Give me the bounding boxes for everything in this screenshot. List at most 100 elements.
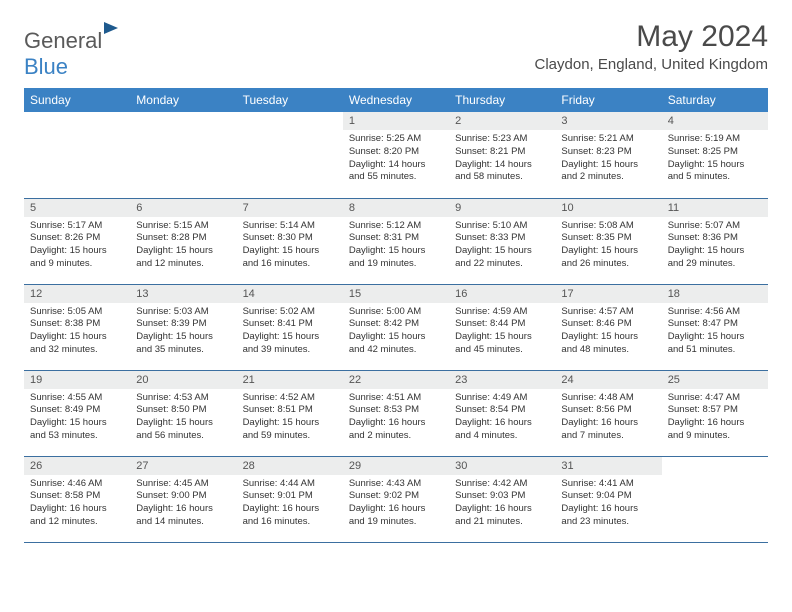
day-number: 19 [24,371,130,389]
day-details: Sunrise: 4:41 AMSunset: 9:04 PMDaylight:… [555,475,661,533]
day-details: Sunrise: 5:15 AMSunset: 8:28 PMDaylight:… [130,217,236,275]
logo-text: General Blue [24,28,118,80]
logo-text-blue: Blue [24,54,68,79]
day-header: Friday [555,88,661,112]
day-details: Sunrise: 4:49 AMSunset: 8:54 PMDaylight:… [449,389,555,447]
day-number: 11 [662,199,768,217]
day-number: 31 [555,457,661,475]
calendar-day-cell: 3Sunrise: 5:21 AMSunset: 8:23 PMDaylight… [555,112,661,198]
day-details: Sunrise: 5:17 AMSunset: 8:26 PMDaylight:… [24,217,130,275]
calendar-day-cell: .. [24,112,130,198]
day-details: Sunrise: 5:19 AMSunset: 8:25 PMDaylight:… [662,130,768,188]
day-details: Sunrise: 4:59 AMSunset: 8:44 PMDaylight:… [449,303,555,361]
day-details: Sunrise: 5:14 AMSunset: 8:30 PMDaylight:… [237,217,343,275]
day-details: Sunrise: 4:45 AMSunset: 9:00 PMDaylight:… [130,475,236,533]
calendar-table: SundayMondayTuesdayWednesdayThursdayFrid… [24,88,768,543]
day-details: Sunrise: 4:47 AMSunset: 8:57 PMDaylight:… [662,389,768,447]
day-details: Sunrise: 5:03 AMSunset: 8:39 PMDaylight:… [130,303,236,361]
calendar-week-row: 5Sunrise: 5:17 AMSunset: 8:26 PMDaylight… [24,198,768,284]
day-number: 30 [449,457,555,475]
day-details: Sunrise: 5:25 AMSunset: 8:20 PMDaylight:… [343,130,449,188]
header: General Blue May 2024 Claydon, England, … [24,20,768,80]
day-number: 8 [343,199,449,217]
day-number: 16 [449,285,555,303]
calendar-body: ......1Sunrise: 5:25 AMSunset: 8:20 PMDa… [24,112,768,542]
logo-text-general: General [24,28,102,53]
calendar-day-cell: 19Sunrise: 4:55 AMSunset: 8:49 PMDayligh… [24,370,130,456]
calendar-day-cell: 1Sunrise: 5:25 AMSunset: 8:20 PMDaylight… [343,112,449,198]
calendar-day-cell: 25Sunrise: 4:47 AMSunset: 8:57 PMDayligh… [662,370,768,456]
day-details: Sunrise: 4:55 AMSunset: 8:49 PMDaylight:… [24,389,130,447]
day-number: 25 [662,371,768,389]
day-number: 2 [449,112,555,130]
logo-sail-icon [104,22,118,34]
day-number: 24 [555,371,661,389]
day-number: 10 [555,199,661,217]
calendar-day-cell: 24Sunrise: 4:48 AMSunset: 8:56 PMDayligh… [555,370,661,456]
day-number: 14 [237,285,343,303]
day-header: Monday [130,88,236,112]
calendar-header-row: SundayMondayTuesdayWednesdayThursdayFrid… [24,88,768,112]
calendar-day-cell: 2Sunrise: 5:23 AMSunset: 8:21 PMDaylight… [449,112,555,198]
day-number: 15 [343,285,449,303]
day-number: 26 [24,457,130,475]
calendar-day-cell: 21Sunrise: 4:52 AMSunset: 8:51 PMDayligh… [237,370,343,456]
calendar-day-cell: .. [237,112,343,198]
calendar-day-cell: 26Sunrise: 4:46 AMSunset: 8:58 PMDayligh… [24,456,130,542]
day-header: Tuesday [237,88,343,112]
title-block: May 2024 Claydon, England, United Kingdo… [535,20,768,73]
day-details: Sunrise: 5:00 AMSunset: 8:42 PMDaylight:… [343,303,449,361]
calendar-day-cell: 30Sunrise: 4:42 AMSunset: 9:03 PMDayligh… [449,456,555,542]
calendar-day-cell: .. [662,456,768,542]
calendar-day-cell: 13Sunrise: 5:03 AMSunset: 8:39 PMDayligh… [130,284,236,370]
day-details: Sunrise: 5:10 AMSunset: 8:33 PMDaylight:… [449,217,555,275]
day-number: 12 [24,285,130,303]
day-details: Sunrise: 5:12 AMSunset: 8:31 PMDaylight:… [343,217,449,275]
day-details: Sunrise: 4:56 AMSunset: 8:47 PMDaylight:… [662,303,768,361]
day-number: 20 [130,371,236,389]
day-number: 3 [555,112,661,130]
day-number: 22 [343,371,449,389]
calendar-day-cell: 16Sunrise: 4:59 AMSunset: 8:44 PMDayligh… [449,284,555,370]
calendar-day-cell: 10Sunrise: 5:08 AMSunset: 8:35 PMDayligh… [555,198,661,284]
day-header: Thursday [449,88,555,112]
day-details: Sunrise: 4:44 AMSunset: 9:01 PMDaylight:… [237,475,343,533]
calendar-day-cell: 23Sunrise: 4:49 AMSunset: 8:54 PMDayligh… [449,370,555,456]
calendar-day-cell: 31Sunrise: 4:41 AMSunset: 9:04 PMDayligh… [555,456,661,542]
day-header: Sunday [24,88,130,112]
calendar-day-cell: .. [130,112,236,198]
day-details: Sunrise: 5:21 AMSunset: 8:23 PMDaylight:… [555,130,661,188]
calendar-day-cell: 14Sunrise: 5:02 AMSunset: 8:41 PMDayligh… [237,284,343,370]
day-details: Sunrise: 4:46 AMSunset: 8:58 PMDaylight:… [24,475,130,533]
calendar-day-cell: 9Sunrise: 5:10 AMSunset: 8:33 PMDaylight… [449,198,555,284]
day-number: 7 [237,199,343,217]
day-header: Wednesday [343,88,449,112]
day-number: 4 [662,112,768,130]
day-details: Sunrise: 4:51 AMSunset: 8:53 PMDaylight:… [343,389,449,447]
calendar-day-cell: 4Sunrise: 5:19 AMSunset: 8:25 PMDaylight… [662,112,768,198]
day-number: 27 [130,457,236,475]
calendar-day-cell: 17Sunrise: 4:57 AMSunset: 8:46 PMDayligh… [555,284,661,370]
calendar-day-cell: 20Sunrise: 4:53 AMSunset: 8:50 PMDayligh… [130,370,236,456]
day-details: Sunrise: 4:48 AMSunset: 8:56 PMDaylight:… [555,389,661,447]
calendar-day-cell: 28Sunrise: 4:44 AMSunset: 9:01 PMDayligh… [237,456,343,542]
location: Claydon, England, United Kingdom [535,56,768,73]
day-details: Sunrise: 5:07 AMSunset: 8:36 PMDaylight:… [662,217,768,275]
day-details: Sunrise: 4:53 AMSunset: 8:50 PMDaylight:… [130,389,236,447]
day-number: 29 [343,457,449,475]
calendar-day-cell: 5Sunrise: 5:17 AMSunset: 8:26 PMDaylight… [24,198,130,284]
calendar-day-cell: 22Sunrise: 4:51 AMSunset: 8:53 PMDayligh… [343,370,449,456]
day-number: 23 [449,371,555,389]
calendar-day-cell: 15Sunrise: 5:00 AMSunset: 8:42 PMDayligh… [343,284,449,370]
calendar-day-cell: 8Sunrise: 5:12 AMSunset: 8:31 PMDaylight… [343,198,449,284]
day-details: Sunrise: 5:23 AMSunset: 8:21 PMDaylight:… [449,130,555,188]
day-number: 28 [237,457,343,475]
logo: General Blue [24,20,118,80]
calendar-week-row: 19Sunrise: 4:55 AMSunset: 8:49 PMDayligh… [24,370,768,456]
calendar-day-cell: 29Sunrise: 4:43 AMSunset: 9:02 PMDayligh… [343,456,449,542]
calendar-week-row: ......1Sunrise: 5:25 AMSunset: 8:20 PMDa… [24,112,768,198]
day-details: Sunrise: 4:57 AMSunset: 8:46 PMDaylight:… [555,303,661,361]
day-details: Sunrise: 5:02 AMSunset: 8:41 PMDaylight:… [237,303,343,361]
day-number: 13 [130,285,236,303]
month-title: May 2024 [535,20,768,54]
